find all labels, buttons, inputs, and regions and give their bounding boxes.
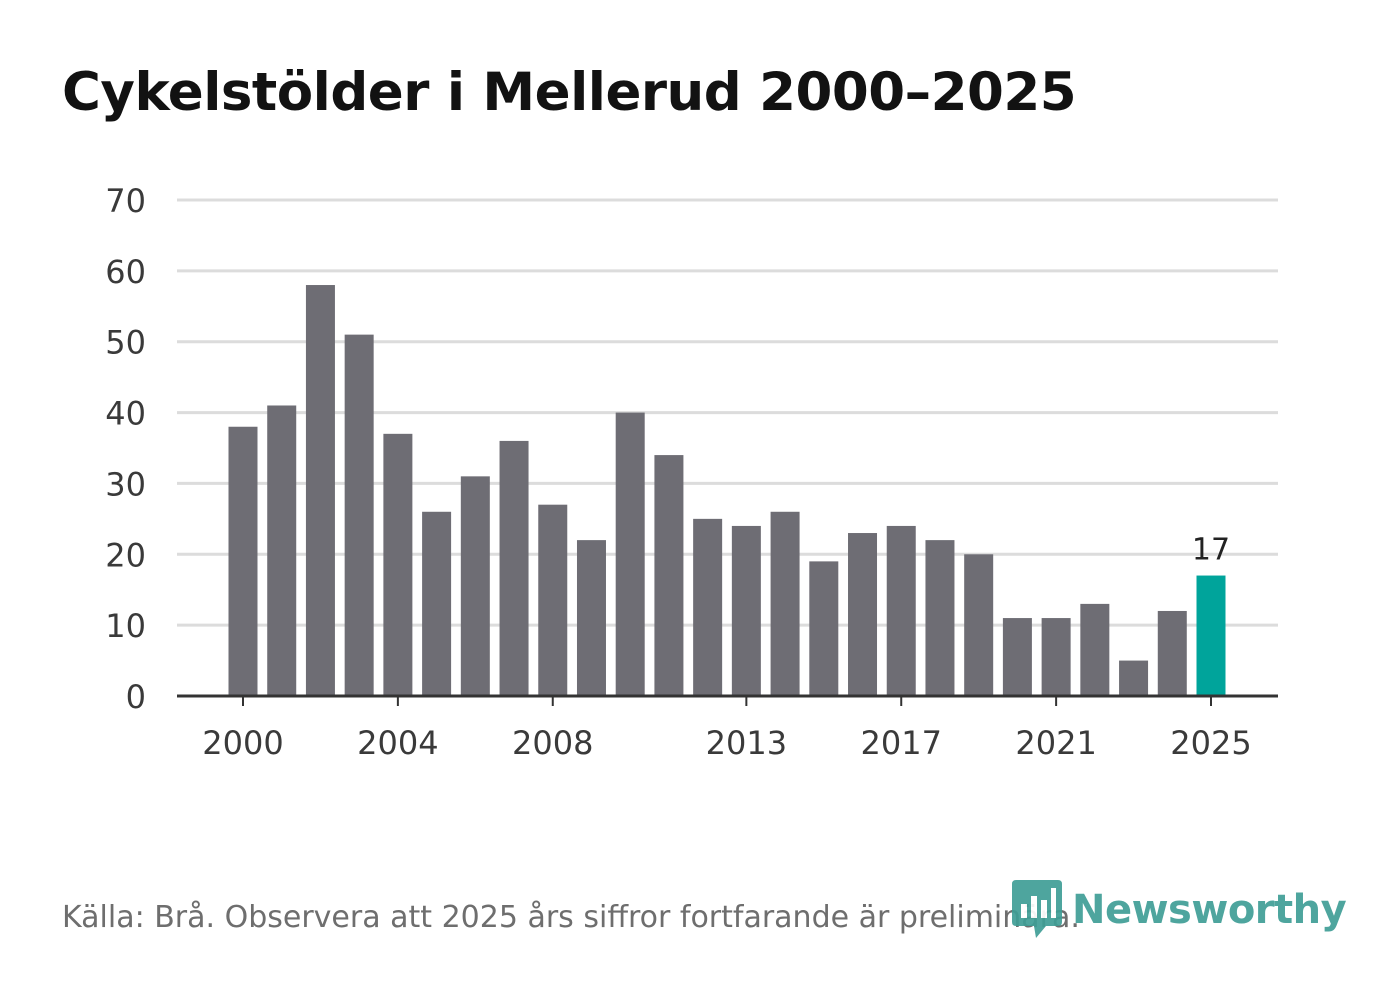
y-tick-label: 70 bbox=[105, 182, 146, 220]
highlight-value-label: 17 bbox=[1192, 533, 1230, 568]
y-tick-label: 0 bbox=[126, 678, 146, 716]
bar-2023[interactable] bbox=[1119, 660, 1149, 696]
bar-2011[interactable] bbox=[654, 455, 684, 696]
x-axis-ticks: 2000 2004 2008 2013 2017 2021 2025 bbox=[202, 696, 1252, 762]
bar-2009[interactable] bbox=[576, 540, 606, 696]
bar-2025[interactable] bbox=[1196, 575, 1226, 696]
bar-2014[interactable] bbox=[770, 511, 800, 696]
source-note: Källa: Brå. Observera att 2025 års siffr… bbox=[62, 900, 1080, 935]
bar-2012[interactable] bbox=[693, 518, 723, 696]
bars bbox=[228, 285, 1226, 696]
data-labels: 17 bbox=[1192, 533, 1230, 568]
bar-2004[interactable] bbox=[383, 433, 413, 696]
gridlines bbox=[177, 198, 1278, 627]
newsworthy-logo[interactable]: Newsworthy bbox=[1012, 880, 1347, 940]
bar-2007[interactable] bbox=[499, 440, 529, 696]
x-tick-label: 2021 bbox=[1015, 724, 1096, 762]
bar-2000[interactable] bbox=[228, 426, 258, 696]
y-tick-label: 30 bbox=[105, 465, 146, 503]
logo-text: Newsworthy bbox=[1072, 887, 1347, 933]
bar-chart-badge-icon bbox=[1012, 880, 1062, 938]
bar-2006[interactable] bbox=[460, 476, 490, 696]
bar-2015[interactable] bbox=[809, 561, 839, 696]
x-tick-label: 2004 bbox=[357, 724, 438, 762]
y-tick-label: 50 bbox=[105, 324, 146, 362]
bar-2005[interactable] bbox=[422, 511, 452, 696]
chart-title: Cykelstölder i Mellerud 2000–2025 bbox=[62, 62, 1077, 123]
bar-2002[interactable] bbox=[305, 285, 335, 696]
x-tick-label: 2000 bbox=[202, 724, 283, 762]
bar-2008[interactable] bbox=[538, 504, 568, 696]
y-tick-label: 40 bbox=[105, 395, 146, 433]
y-tick-label: 60 bbox=[105, 253, 146, 291]
bar-2016[interactable] bbox=[848, 533, 878, 696]
y-tick-label: 10 bbox=[105, 607, 146, 645]
bar-2021[interactable] bbox=[1041, 618, 1071, 696]
bar-2003[interactable] bbox=[344, 334, 374, 696]
x-tick-label: 2013 bbox=[706, 724, 787, 762]
bar-2022[interactable] bbox=[1080, 603, 1110, 696]
bar-2010[interactable] bbox=[615, 412, 645, 696]
x-tick-label: 2008 bbox=[512, 724, 593, 762]
x-tick-label: 2017 bbox=[861, 724, 942, 762]
x-tick-label: 2025 bbox=[1170, 724, 1251, 762]
bar-2017[interactable] bbox=[886, 525, 916, 696]
bar-2019[interactable] bbox=[964, 554, 994, 696]
y-axis-ticks: 0 10 20 30 40 50 60 70 bbox=[105, 182, 146, 716]
bar-2024[interactable] bbox=[1157, 610, 1187, 696]
bar-2020[interactable] bbox=[1002, 618, 1032, 696]
bar-2013[interactable] bbox=[731, 525, 761, 696]
bar-2001[interactable] bbox=[267, 405, 297, 696]
y-tick-label: 20 bbox=[105, 536, 146, 574]
bar-2018[interactable] bbox=[925, 540, 955, 696]
